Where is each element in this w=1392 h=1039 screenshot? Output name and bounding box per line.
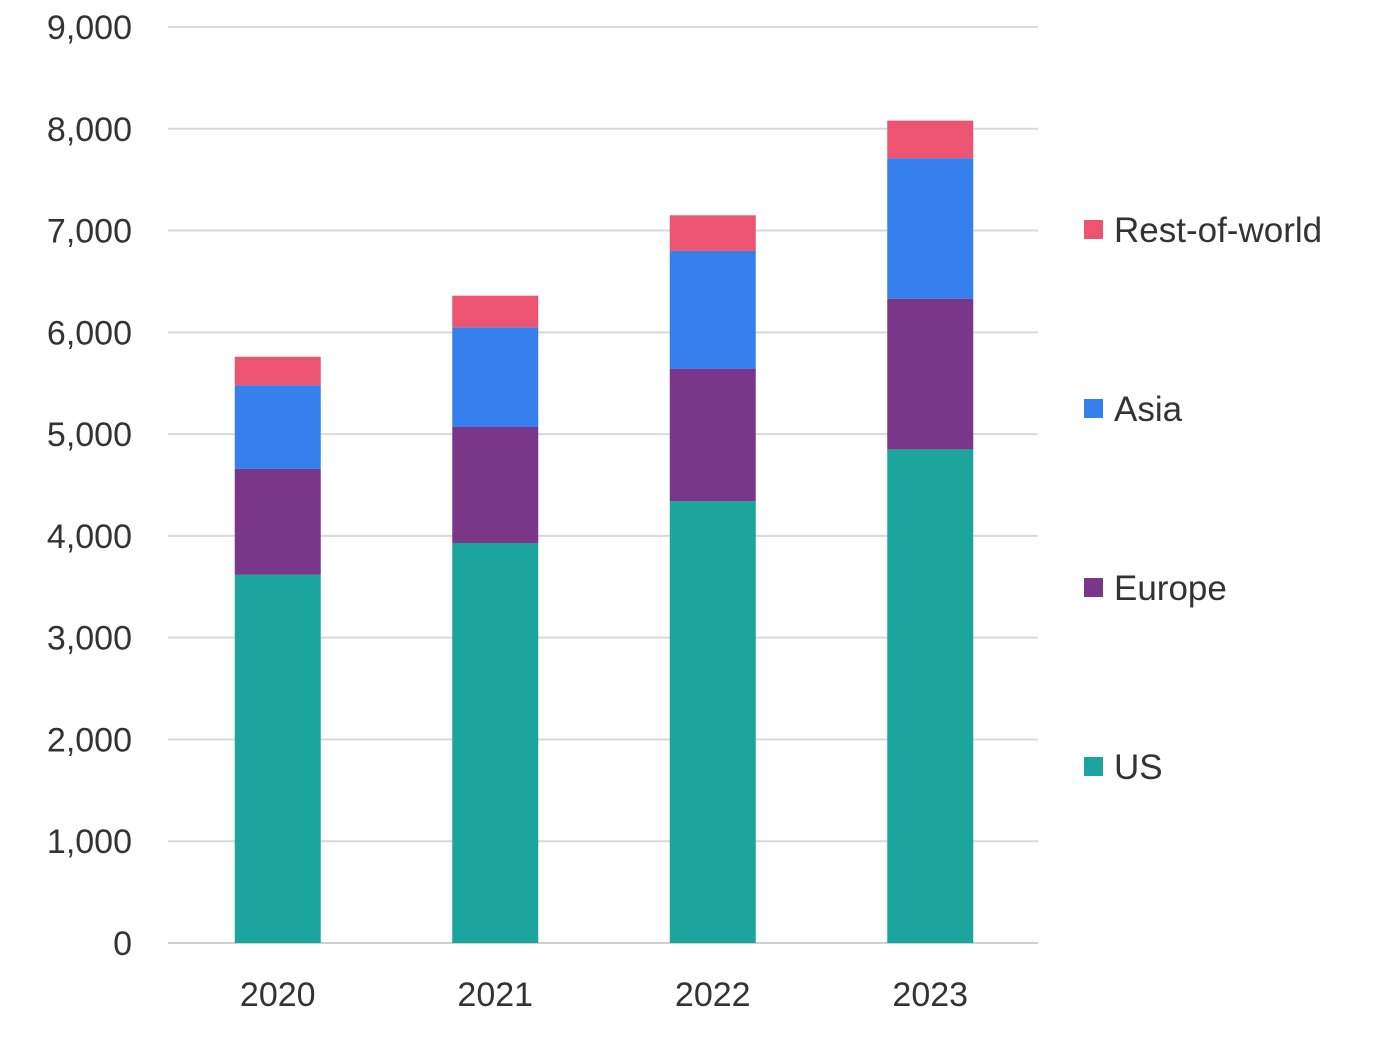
y-tick-label: 6,000 — [47, 314, 132, 352]
x-axis-ticks: 2020 2021 2022 2023 — [240, 976, 968, 1014]
legend-label: Rest-of-world — [1114, 211, 1322, 250]
legend-item-asia: Asia — [1084, 390, 1183, 429]
bar-segment-us-2022 — [669, 501, 756, 943]
y-tick-label: 8,000 — [47, 111, 132, 149]
y-tick-label: 3,000 — [47, 620, 132, 658]
bar-segment-europe-2023 — [887, 298, 974, 450]
legend-item-europe: Europe — [1084, 569, 1227, 608]
x-tick-label: 2021 — [457, 976, 533, 1014]
bar-stack-2020 — [234, 356, 321, 943]
bar-segment-rest-of-world-2020 — [234, 356, 321, 386]
legend-swatch — [1084, 220, 1103, 239]
x-tick-label: 2020 — [240, 976, 316, 1014]
bar-stack-2022 — [669, 215, 756, 943]
bar-segment-us-2021 — [452, 543, 539, 943]
bar-segment-asia-2021 — [452, 327, 539, 427]
bar-stack-2023 — [887, 120, 974, 943]
y-tick-label: 0 — [113, 925, 132, 963]
y-axis-ticks: 0 1,000 2,000 3,000 4,000 5,000 6,000 7,000 8,00… — [47, 9, 132, 963]
bar-segment-asia-2023 — [887, 158, 974, 299]
bar-segment-us-2020 — [234, 574, 321, 943]
bar-stack-2021 — [452, 295, 539, 943]
bar-segment-asia-2022 — [669, 250, 756, 369]
legend-label: Asia — [1114, 390, 1183, 429]
legend-label: US — [1114, 748, 1163, 787]
bar-segment-us-2023 — [887, 449, 974, 943]
legend-item-rest-of-world: Rest-of-world — [1084, 211, 1322, 250]
bar-segment-europe-2022 — [669, 368, 756, 502]
y-tick-label: 2,000 — [47, 721, 132, 759]
legend-swatch — [1084, 757, 1103, 776]
y-tick-label: 4,000 — [47, 518, 132, 556]
legend-item-us: US — [1084, 748, 1163, 787]
bar-segment-rest-of-world-2023 — [887, 120, 974, 159]
y-tick-label: 5,000 — [47, 416, 132, 454]
bar-segment-europe-2020 — [234, 468, 321, 575]
bar-segment-asia-2020 — [234, 385, 321, 469]
y-tick-label: 9,000 — [47, 9, 132, 47]
y-tick-label: 1,000 — [47, 823, 132, 861]
legend-swatch — [1084, 578, 1103, 597]
bars — [234, 120, 974, 943]
x-tick-label: 2023 — [892, 976, 968, 1014]
legend: Rest-of-world Asia Europe US — [1084, 211, 1322, 787]
bar-segment-europe-2021 — [452, 426, 539, 544]
legend-swatch — [1084, 399, 1103, 418]
y-tick-label: 7,000 — [47, 213, 132, 251]
bar-segment-rest-of-world-2021 — [452, 295, 539, 328]
legend-label: Europe — [1114, 569, 1227, 608]
x-tick-label: 2022 — [675, 976, 751, 1014]
bar-segment-rest-of-world-2022 — [669, 215, 756, 251]
